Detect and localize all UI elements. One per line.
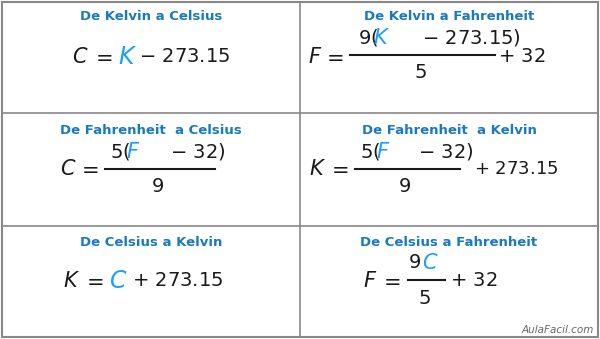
Text: $+\ 32$: $+\ 32$ xyxy=(498,47,546,66)
Text: $\mathit{C}$: $\mathit{C}$ xyxy=(422,253,438,273)
Text: $+\ 273.15$: $+\ 273.15$ xyxy=(474,160,558,178)
Text: De Fahrenheit  a Celsius: De Fahrenheit a Celsius xyxy=(60,123,242,137)
Text: $+\ 273.15$: $+\ 273.15$ xyxy=(133,272,224,291)
Text: De Celsius a Fahrenheit: De Celsius a Fahrenheit xyxy=(361,237,538,250)
Text: $5($: $5($ xyxy=(110,141,130,162)
Text: $5$: $5$ xyxy=(418,288,430,307)
Text: $\mathit{C}$: $\mathit{C}$ xyxy=(72,47,88,67)
Text: $5($: $5($ xyxy=(359,141,380,162)
Text: $9$: $9$ xyxy=(409,254,421,273)
Text: $=$: $=$ xyxy=(91,47,113,67)
Text: $=$: $=$ xyxy=(77,159,99,179)
Text: $=$: $=$ xyxy=(82,271,104,291)
Text: $-\ 32)$: $-\ 32)$ xyxy=(170,141,226,162)
Text: AulaFacil.com: AulaFacil.com xyxy=(521,325,594,335)
Text: De Fahrenheit  a Kelvin: De Fahrenheit a Kelvin xyxy=(362,123,536,137)
Text: $\mathit{K}$: $\mathit{K}$ xyxy=(118,45,137,69)
Text: $\mathit{K}$: $\mathit{K}$ xyxy=(310,159,326,179)
Text: $=$: $=$ xyxy=(327,159,349,179)
Text: De Celsius a Kelvin: De Celsius a Kelvin xyxy=(80,237,222,250)
Text: $\mathit{C}$: $\mathit{C}$ xyxy=(60,159,76,179)
Text: $9$: $9$ xyxy=(151,178,164,197)
Text: $=$: $=$ xyxy=(379,271,401,291)
Text: $\mathit{K}$: $\mathit{K}$ xyxy=(373,28,391,48)
Text: $-\ 32)$: $-\ 32)$ xyxy=(418,141,473,162)
Text: $5$: $5$ xyxy=(413,63,427,82)
Text: De Kelvin a Fahrenheit: De Kelvin a Fahrenheit xyxy=(364,11,534,23)
Text: $9$: $9$ xyxy=(398,178,412,197)
Text: $\mathit{F}$: $\mathit{F}$ xyxy=(126,142,140,162)
Text: $\mathit{C}$: $\mathit{C}$ xyxy=(109,269,127,293)
Text: De Kelvin a Celsius: De Kelvin a Celsius xyxy=(80,11,222,23)
Text: $\mathit{K}$: $\mathit{K}$ xyxy=(64,271,80,291)
Text: $-\ 273.15)$: $-\ 273.15)$ xyxy=(422,27,521,48)
Text: $\mathit{F}$: $\mathit{F}$ xyxy=(376,142,390,162)
Text: $=$: $=$ xyxy=(322,47,344,67)
Text: $9($: $9($ xyxy=(358,27,378,48)
Text: $-\ 273.15$: $-\ 273.15$ xyxy=(139,47,230,66)
Text: $\mathit{F}$: $\mathit{F}$ xyxy=(308,47,322,67)
Text: $+\ 32$: $+\ 32$ xyxy=(450,272,498,291)
Text: $\mathit{F}$: $\mathit{F}$ xyxy=(363,271,377,291)
